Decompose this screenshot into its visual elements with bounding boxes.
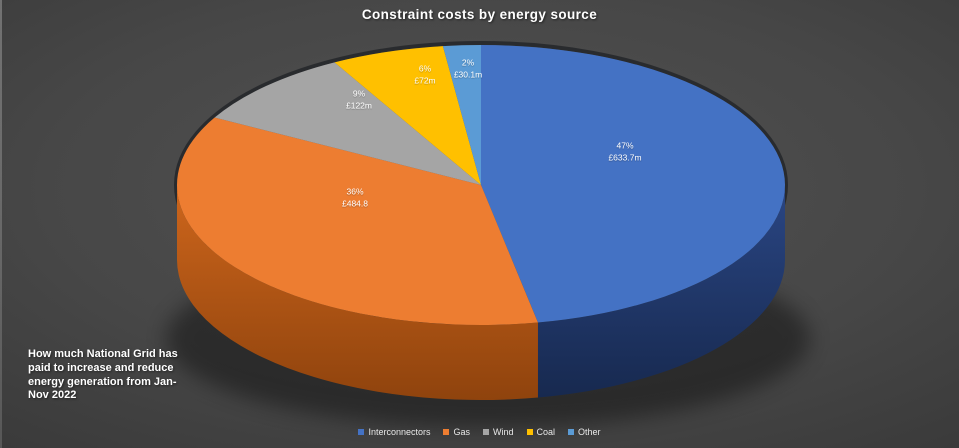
- pie-slice-interconnectors[interactable]: [481, 45, 785, 323]
- pie-slice-gas[interactable]: [176, 117, 538, 326]
- pie-slice-side-gas[interactable]: [177, 185, 538, 400]
- legend-label: Interconnectors: [368, 427, 431, 437]
- pie-slice-side-interconnectors[interactable]: [537, 185, 785, 398]
- slide-left-edge: [0, 0, 2, 448]
- legend-swatch-other: [568, 429, 575, 435]
- legend-swatch-interconnectors: [358, 429, 365, 435]
- legend-item-wind[interactable]: Wind: [483, 427, 514, 437]
- legend-swatch-gas: [443, 429, 450, 435]
- legend-label: Wind: [493, 427, 514, 437]
- legend-item-coal[interactable]: Coal: [526, 427, 556, 437]
- legend-item-interconnectors[interactable]: Interconnectors: [358, 427, 430, 437]
- legend-label: Other: [578, 427, 601, 437]
- legend-label: Gas: [453, 427, 470, 437]
- chart-title: Constraint costs by energy source: [361, 7, 598, 22]
- pie-slice-other[interactable]: [442, 44, 481, 185]
- legend-item-other[interactable]: Other: [568, 427, 601, 437]
- legend-item-gas[interactable]: Gas: [443, 427, 470, 437]
- pie-slice-wind[interactable]: [214, 62, 481, 185]
- legend-label: Coal: [536, 427, 556, 437]
- chart-legend: Interconnectors Gas Wind Coal Other: [0, 427, 959, 437]
- legend-swatch-coal: [526, 429, 533, 435]
- chart-caption: How much National Grid has paid to incre…: [28, 348, 178, 402]
- pie-slice-coal[interactable]: [334, 46, 481, 185]
- legend-swatch-wind: [483, 429, 489, 435]
